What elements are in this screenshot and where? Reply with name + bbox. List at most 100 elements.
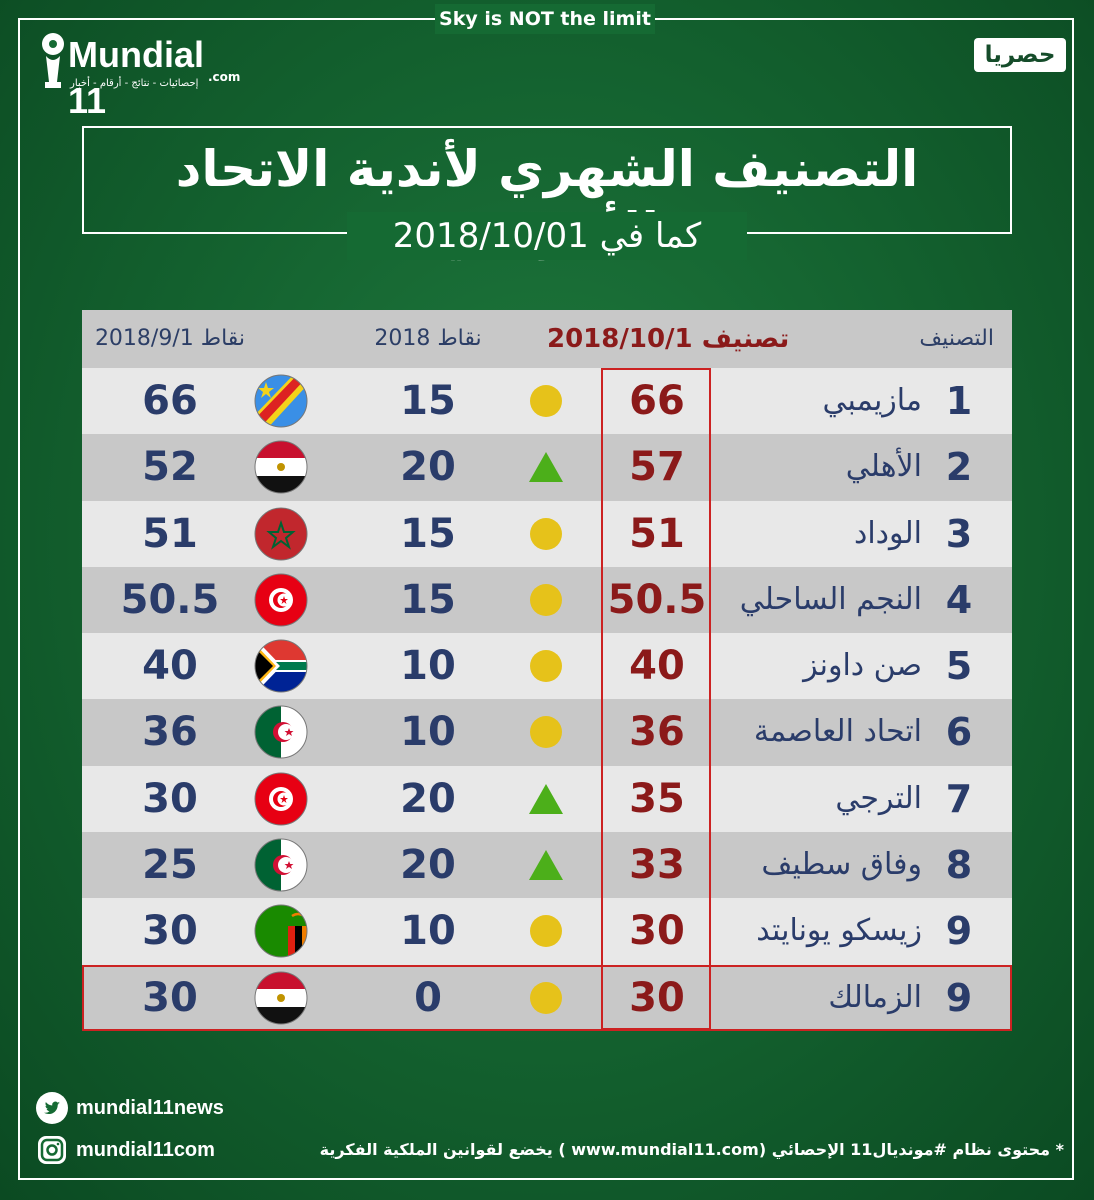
previous-points: 40 <box>142 643 198 690</box>
rank-number: 3 <box>945 511 973 556</box>
up-arrow-icon <box>529 850 563 881</box>
table-row: 9 الزمالك 30 0 30 <box>82 964 1012 1031</box>
club-name: زيسكو يونايتد <box>756 913 922 949</box>
current-ranking-points: 51 <box>629 510 685 557</box>
previous-points: 30 <box>142 974 198 1021</box>
rank-number: 9 <box>945 975 973 1020</box>
current-ranking-points: 40 <box>629 643 685 690</box>
club-name: اتحاد العاصمة <box>753 714 922 750</box>
algeria-flag <box>254 705 308 759</box>
up-arrow-icon <box>529 452 563 483</box>
current-ranking-points: 50.5 <box>607 576 707 623</box>
rank-number: 4 <box>945 577 973 622</box>
twitter-username: mundial11news <box>76 1097 224 1119</box>
previous-points: 30 <box>142 775 198 822</box>
logo-title: Mundial 11 <box>68 34 204 121</box>
trophy-ball-icon <box>42 33 64 88</box>
previous-points: 25 <box>142 842 198 889</box>
current-ranking-points: 30 <box>629 908 685 955</box>
twitter-icon <box>36 1092 68 1124</box>
points-2018: 10 <box>400 709 456 756</box>
tunisia-flag <box>254 772 308 826</box>
points-2018: 20 <box>400 842 456 889</box>
table-row: 9 زيسكو يونايتد 30 10 30 <box>82 898 1012 965</box>
tunisia-flag <box>254 573 308 627</box>
club-name: مازيمبي <box>822 383 922 418</box>
club-name: النجم الساحلي <box>739 581 922 617</box>
table-row: 5 صن داونز 40 10 40 <box>82 633 1012 700</box>
steady-dot-icon <box>530 650 562 683</box>
rank-number: 1 <box>945 379 973 423</box>
club-name: وفاق سطيف <box>761 847 922 883</box>
points-2018: 15 <box>400 576 456 623</box>
table-body: 1 مازيمبي 66 15 66 2 الأهلي 57 20 52 3 الوداد 51 15 51… <box>82 368 1012 1031</box>
club-name: صن داونز <box>803 648 922 684</box>
table-row: 6 اتحاد العاصمة 36 10 36 <box>82 699 1012 766</box>
current-ranking-points: 66 <box>629 378 685 424</box>
steady-dot-icon <box>530 716 562 749</box>
header-rank: التصنيف <box>919 326 994 351</box>
table-row: 2 الأهلي 57 20 52 <box>82 434 1012 501</box>
club-name: الزمالك <box>828 979 922 1015</box>
current-ranking-points: 36 <box>629 709 685 756</box>
club-name: الوداد <box>853 515 922 551</box>
steady-dot-icon <box>530 981 562 1014</box>
tagline: Sky is NOT the limit <box>435 4 655 34</box>
table-header: التصنيف تصنيف 2018/10/1 نقاط 2018 نقاط 2… <box>82 310 1012 368</box>
steady-dot-icon <box>530 583 562 616</box>
table-row: 1 مازيمبي 66 15 66 <box>82 368 1012 435</box>
table-row: 4 النجم الساحلي 50.5 15 50.5 <box>82 566 1012 634</box>
drc-flag <box>254 374 308 428</box>
points-2018: 15 <box>400 510 456 557</box>
previous-points: 30 <box>142 908 198 955</box>
egypt-flag <box>254 440 308 494</box>
current-ranking-points: 35 <box>629 775 685 822</box>
rank-number: 5 <box>945 644 973 689</box>
table-row: 8 وفاق سطيف 33 20 25 <box>82 832 1012 899</box>
instagram-username: mundial11com <box>76 1139 215 1161</box>
table-row: 3 الوداد 51 15 51 <box>82 500 1012 567</box>
algeria-flag <box>254 838 308 892</box>
points-2018: 20 <box>400 775 456 822</box>
page-subtitle: كما في 2018/10/01 <box>347 212 747 260</box>
club-name: الأهلي <box>845 449 922 485</box>
rank-number: 7 <box>945 776 973 821</box>
current-ranking-points: 57 <box>629 444 685 491</box>
brand-logo: Mundial 11 .com إحصائيات - نتائج - أرقام… <box>36 32 246 121</box>
exclusive-badge: حصريا <box>974 38 1066 72</box>
steady-dot-icon <box>530 385 562 417</box>
ranking-table: التصنيف تصنيف 2018/10/1 نقاط 2018 نقاط 2… <box>82 310 1012 1031</box>
current-ranking-points: 33 <box>629 842 685 889</box>
egypt-flag <box>254 971 308 1025</box>
morocco-flag <box>254 507 308 561</box>
previous-points: 66 <box>142 378 198 424</box>
current-ranking-points: 30 <box>629 974 685 1021</box>
points-2018: 10 <box>400 643 456 690</box>
rank-number: 9 <box>945 909 973 954</box>
previous-points: 52 <box>142 444 198 491</box>
rank-number: 6 <box>945 710 973 755</box>
header-previous-points: نقاط 2018/9/1 <box>94 326 246 351</box>
rank-number: 2 <box>945 445 973 490</box>
rank-number: 8 <box>945 843 973 888</box>
logo-dotcom: .com <box>208 70 241 84</box>
logo-subtitle: إحصائيات - نتائج - أرقام - أخبار <box>70 78 199 89</box>
table-row: 7 الترجي 35 20 30 <box>82 765 1012 833</box>
footer-copyright: * محتوى نظام #مونديال11 الإحصائي (www.mu… <box>319 1140 1064 1159</box>
zambia-flag <box>254 904 308 958</box>
points-2018: 10 <box>400 908 456 955</box>
points-2018: 15 <box>400 378 456 424</box>
points-2018: 0 <box>414 974 442 1021</box>
steady-dot-icon <box>530 517 562 550</box>
points-2018: 20 <box>400 444 456 491</box>
south-africa-flag <box>254 639 308 693</box>
up-arrow-icon <box>529 783 563 814</box>
previous-points: 36 <box>142 709 198 756</box>
instagram-icon <box>38 1136 66 1164</box>
header-current-ranking: تصنيف 2018/10/1 <box>547 324 790 354</box>
previous-points: 50.5 <box>120 576 220 623</box>
previous-points: 51 <box>142 510 198 557</box>
steady-dot-icon <box>530 915 562 948</box>
header-points: نقاط 2018 <box>374 326 482 351</box>
club-name: الترجي <box>835 780 922 816</box>
